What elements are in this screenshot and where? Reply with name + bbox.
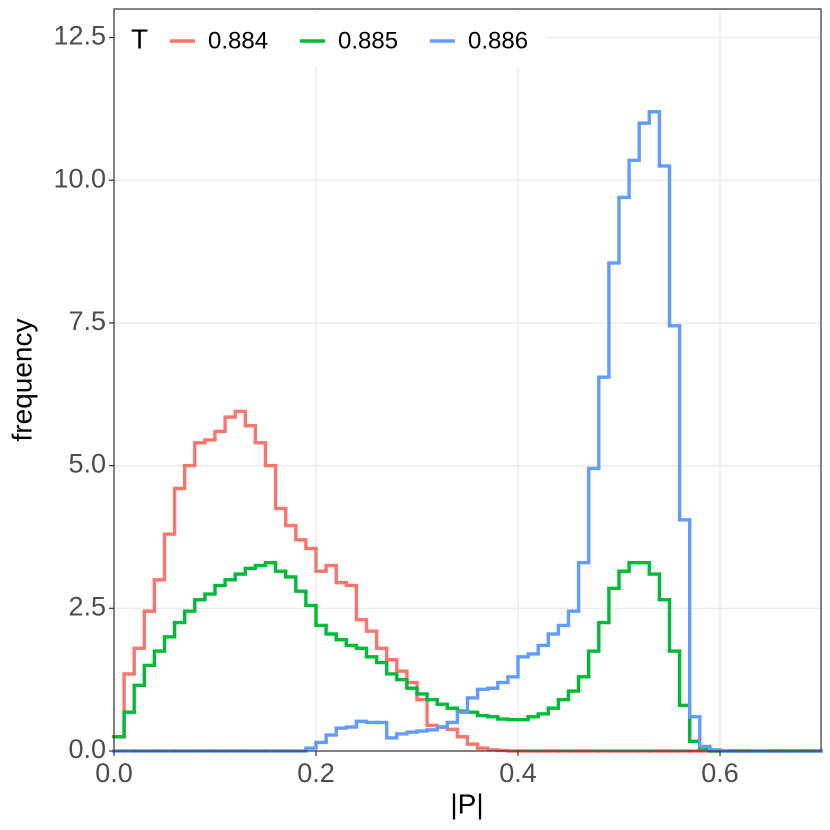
y-axis-title: frequency: [6, 319, 37, 442]
legend: T 0.884 0.885 0.886: [120, 14, 545, 66]
x-tick-label: 0.6: [701, 758, 739, 788]
x-tick-label: 0.4: [499, 758, 537, 788]
x-tick-label: 0.0: [95, 758, 133, 788]
x-axis-title: |P|: [450, 788, 483, 819]
y-tick-label: 2.5: [68, 591, 106, 621]
y-tick-label: 12.5: [53, 21, 106, 51]
panel-border: [113, 8, 822, 752]
y-tick-label: 0.0: [68, 734, 106, 764]
legend-label: 0.885: [338, 27, 398, 54]
y-tick-label: 7.5: [68, 306, 106, 336]
legend-label: 0.886: [468, 27, 528, 54]
legend-label: 0.884: [208, 27, 268, 54]
y-tick-label: 5.0: [68, 449, 106, 479]
x-tick-label: 0.2: [297, 758, 335, 788]
y-tick-label: 10.0: [53, 163, 106, 193]
legend-title: T: [131, 23, 148, 54]
